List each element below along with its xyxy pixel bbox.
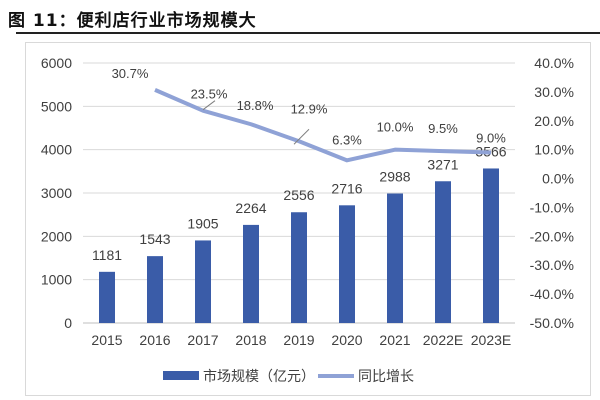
bar [339, 205, 355, 323]
bar-label: 1905 [187, 215, 218, 231]
bar [99, 271, 115, 323]
bar-label: 2716 [331, 180, 362, 196]
x-axis-tick: 2023E [471, 332, 511, 348]
leader-line [202, 100, 216, 111]
left-axis-tick: 0 [64, 315, 72, 331]
bar [243, 224, 259, 323]
chart-frame [25, 42, 591, 396]
right-axis-tick: 10.0% [534, 142, 574, 158]
left-axis-tick: 3000 [41, 185, 72, 201]
bar-label: 1181 [92, 247, 122, 263]
left-axis-tick: 1000 [41, 272, 72, 288]
legend-line-label: 同比增长 [358, 368, 414, 384]
right-axis-tick: 0.0% [542, 171, 574, 187]
x-axis-tick: 2019 [283, 332, 314, 348]
x-axis-tick: 2015 [91, 332, 122, 348]
bar-label: 2988 [379, 169, 410, 185]
line-label: 9.5% [428, 121, 458, 136]
line-label: 9.0% [476, 131, 506, 146]
line-label: 23.5% [191, 87, 228, 102]
left-axis-tick: 6000 [41, 55, 72, 71]
right-axis-tick: -30.0% [530, 257, 574, 273]
line-label: 18.8% [237, 98, 274, 113]
right-axis-tick: -10.0% [530, 199, 574, 215]
line-label: 10.0% [377, 120, 414, 135]
bar [195, 240, 211, 323]
x-axis-tick: 2022E [423, 332, 463, 348]
left-axis-tick: 5000 [41, 98, 72, 114]
bar [483, 168, 499, 323]
x-axis-tick: 2017 [187, 332, 218, 348]
bar-label: 2556 [283, 187, 314, 203]
figure-title: 图 11：便利店行业市场规模大 [8, 11, 257, 31]
bar [387, 193, 403, 323]
right-axis-tick: 30.0% [534, 84, 574, 100]
bar [291, 212, 307, 323]
growth-line [154, 88, 492, 163]
leader-line [293, 128, 310, 145]
right-axis-tick: 20.0% [534, 113, 574, 129]
legend-bar-swatch [163, 371, 199, 380]
bar-label: 3566 [475, 143, 506, 159]
x-axis-tick: 2018 [235, 332, 266, 348]
line-label: 30.7% [112, 66, 149, 81]
right-axis-tick: -50.0% [530, 315, 574, 331]
bar [147, 256, 163, 323]
bar-label: 3271 [427, 156, 458, 172]
bar-label: 2264 [235, 200, 266, 216]
bar-label: 1543 [139, 231, 170, 247]
right-axis-tick: -40.0% [530, 286, 574, 302]
bar [435, 181, 451, 323]
title-rule [16, 32, 600, 34]
right-axis-tick: -20.0% [530, 228, 574, 244]
line-label: 12.9% [291, 101, 328, 116]
x-axis-tick: 2016 [139, 332, 170, 348]
line-label: 6.3% [332, 132, 362, 147]
right-axis-tick: 40.0% [534, 55, 574, 71]
x-axis-tick: 2021 [379, 332, 410, 348]
left-axis-tick: 2000 [41, 228, 72, 244]
x-axis-tick: 2020 [331, 332, 362, 348]
left-axis-tick: 4000 [41, 142, 72, 158]
legend-bar-label: 市场规模（亿元） [203, 368, 315, 384]
